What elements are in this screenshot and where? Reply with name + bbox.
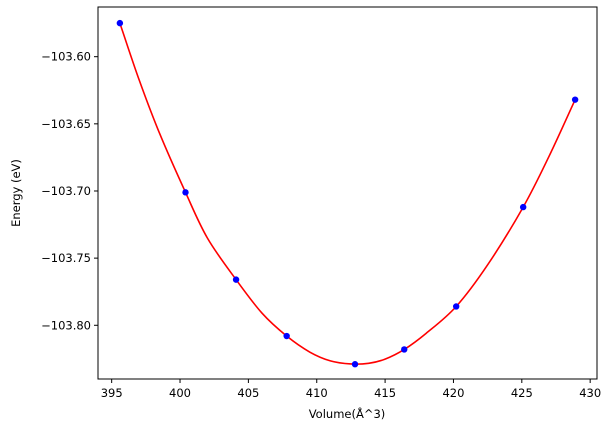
x-tick-label: 395 <box>101 386 123 400</box>
y-tick-label: −103.60 <box>41 50 91 64</box>
data-point <box>452 303 460 310</box>
y-tick-label: −103.70 <box>41 184 91 198</box>
data-point <box>116 19 124 27</box>
x-tick-label: 405 <box>237 386 259 400</box>
data-point <box>401 346 408 353</box>
data-point <box>182 189 189 196</box>
x-tick-label: 425 <box>511 386 533 400</box>
y-tick-label: −103.75 <box>41 251 91 265</box>
data-point <box>519 203 527 211</box>
x-axis-ticks: 395 400 405 410 415 420 425 430 <box>101 379 601 400</box>
x-axis-label: Volume(Å^3) <box>309 406 386 421</box>
x-tick-label: 410 <box>306 386 328 400</box>
x-tick-label: 415 <box>374 386 396 400</box>
data-point <box>571 96 579 103</box>
plot-frame <box>97 6 598 380</box>
y-axis-label: Energy (eV) <box>9 159 23 227</box>
x-tick-label: 430 <box>579 386 601 400</box>
y-tick-label: −103.80 <box>41 318 91 332</box>
data-point <box>232 276 240 283</box>
data-point <box>283 332 290 340</box>
y-tick-label: −103.65 <box>41 117 91 131</box>
data-points-layer <box>116 19 579 368</box>
data-point <box>351 361 359 368</box>
y-axis-ticks: −103.80 −103.75 −103.70 −103.65 −103.60 <box>41 50 98 332</box>
x-tick-label: 400 <box>169 386 191 400</box>
x-tick-label: 420 <box>442 386 464 400</box>
